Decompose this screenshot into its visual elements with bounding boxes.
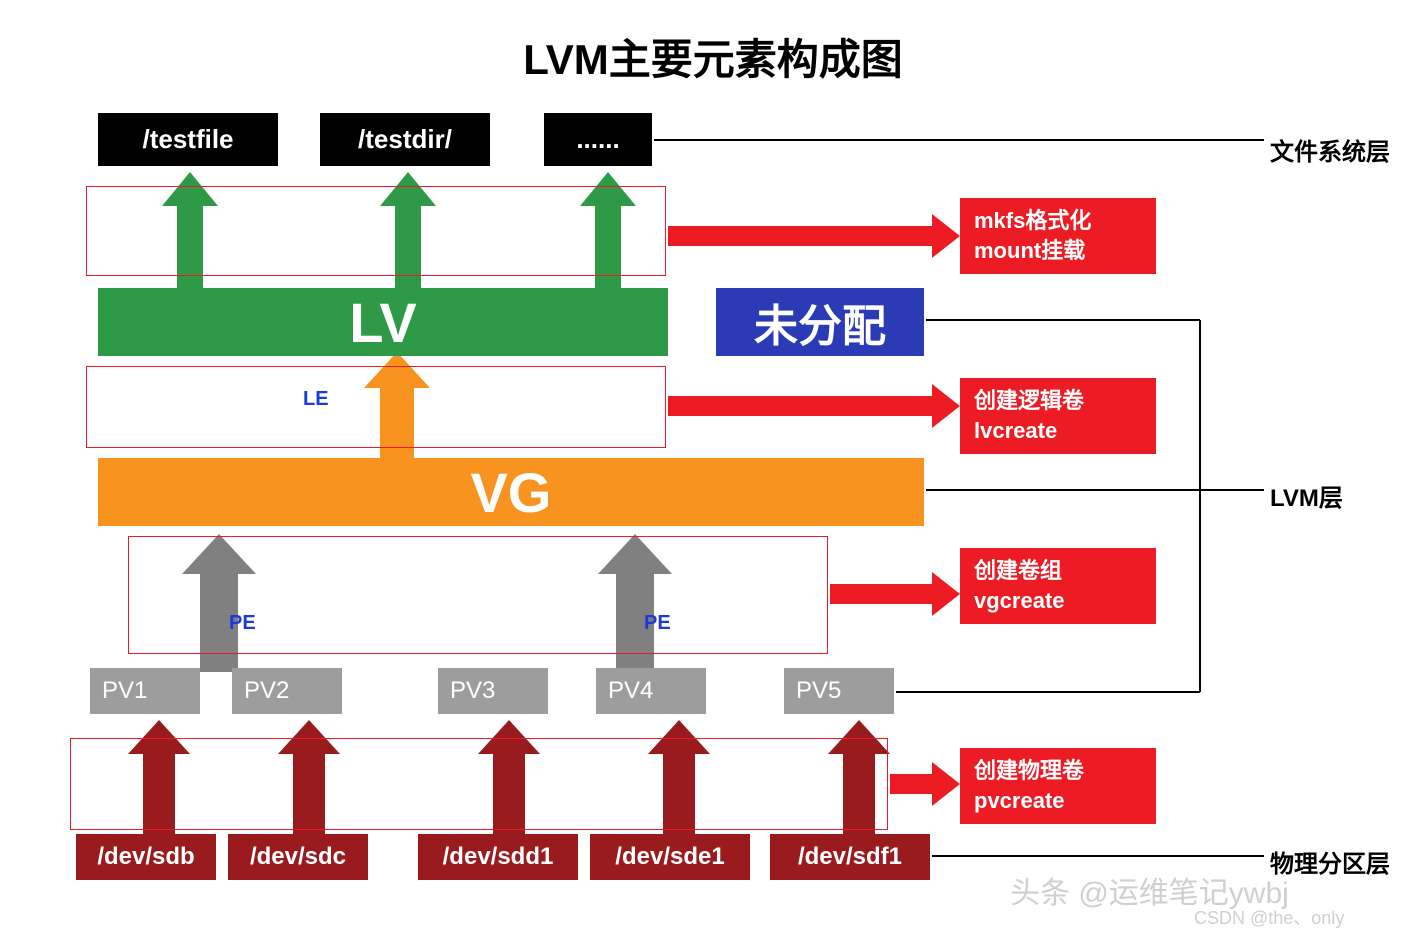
dev-box-1: /dev/sdc: [228, 834, 368, 880]
fs-box-0: /testfile: [98, 113, 278, 166]
red-frame-0: [86, 186, 666, 276]
pv-box-3: PV4: [596, 668, 706, 714]
pe-label-1: PE: [644, 612, 671, 635]
op-box-3: 创建物理卷pvcreate: [960, 748, 1156, 824]
op-box-0: mkfs格式化mount挂载: [960, 198, 1156, 274]
pe-label-0: PE: [229, 612, 256, 635]
pv-box-1: PV2: [232, 668, 342, 714]
pv-box-2: PV3: [438, 668, 548, 714]
op-box-1: 创建逻辑卷lvcreate: [960, 378, 1156, 454]
fs-box-1: /testdir/: [320, 113, 490, 166]
layer-label-1: LVM层: [1270, 478, 1343, 513]
unallocated-bar: 未分配: [716, 288, 924, 356]
vg-bar: VG: [98, 458, 924, 526]
red-frame-2: [128, 536, 828, 654]
red-frame-1: [86, 366, 666, 448]
layer-label-0: 文件系统层: [1270, 132, 1390, 167]
dev-box-3: /dev/sde1: [590, 834, 750, 880]
diagram-stage: LVM主要元素构成图/testfile/testdir/...... LV 未分配 L…: [0, 0, 1426, 928]
watermark-1: CSDN @the、only: [1194, 904, 1344, 930]
dev-box-0: /dev/sdb: [76, 834, 216, 880]
lv-bar: LV: [98, 288, 668, 356]
pv-box-0: PV1: [90, 668, 200, 714]
dev-box-4: /dev/sdf1: [770, 834, 930, 880]
op-box-2: 创建卷组vgcreate: [960, 548, 1156, 624]
dev-box-2: /dev/sdd1: [418, 834, 578, 880]
le-label: LE: [303, 388, 329, 411]
pv-box-4: PV5: [784, 668, 894, 714]
diagram-title: LVM主要元素构成图: [0, 26, 1426, 86]
fs-box-2: ......: [544, 113, 652, 166]
red-frame-3: [70, 738, 888, 830]
